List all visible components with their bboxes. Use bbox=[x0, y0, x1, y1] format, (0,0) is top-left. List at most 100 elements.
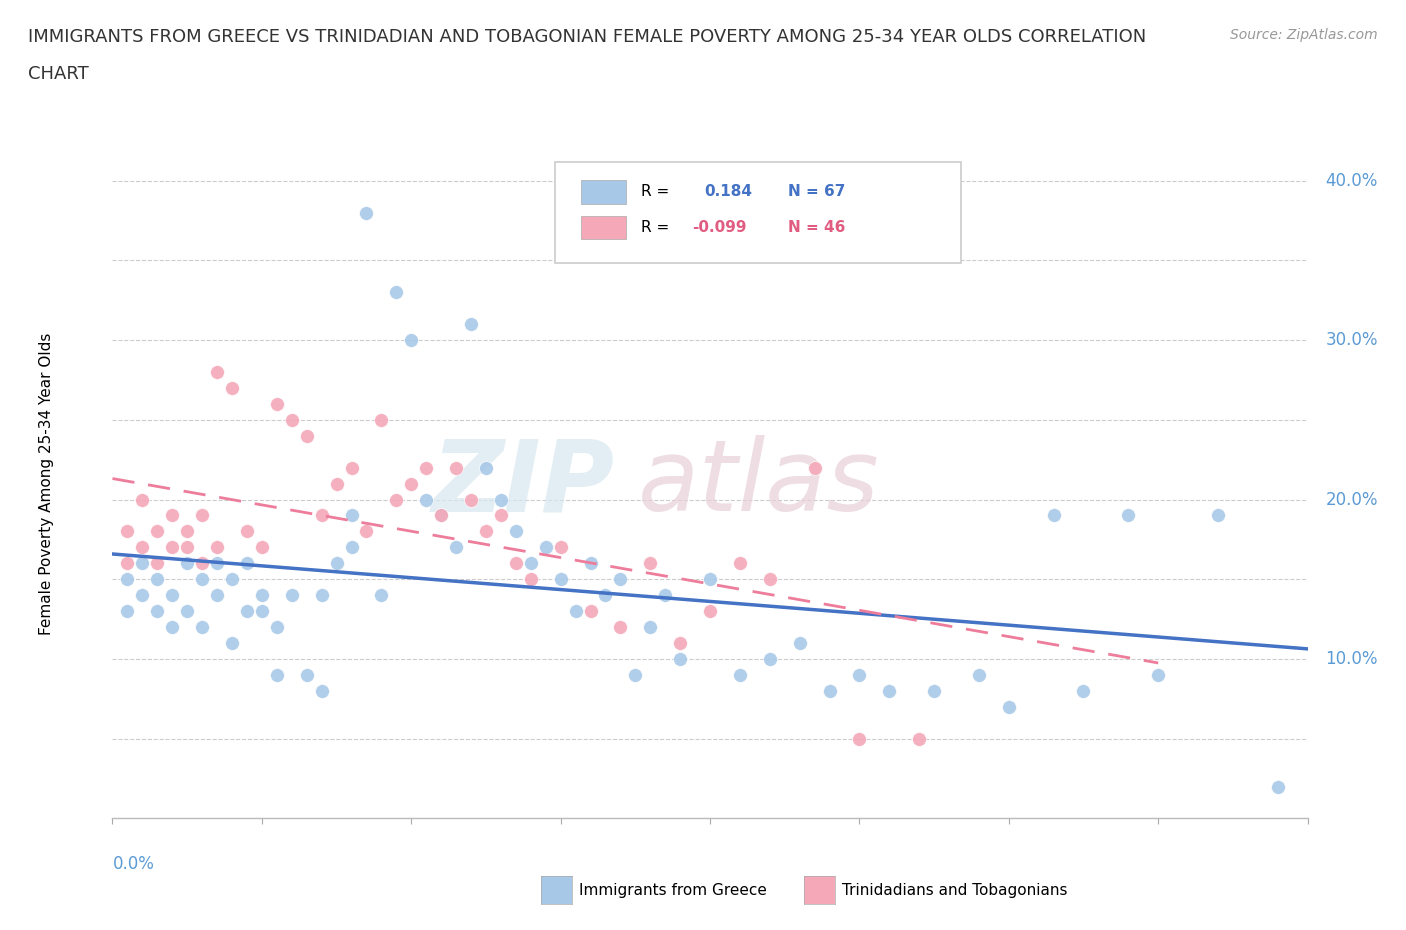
Point bbox=[340, 460, 363, 475]
Text: 10.0%: 10.0% bbox=[1326, 650, 1378, 668]
Point bbox=[340, 540, 363, 555]
Point bbox=[803, 460, 825, 475]
FancyBboxPatch shape bbox=[581, 216, 627, 239]
Point bbox=[460, 317, 482, 332]
Point bbox=[579, 604, 602, 618]
Point bbox=[250, 540, 273, 555]
FancyBboxPatch shape bbox=[554, 162, 962, 262]
Text: IMMIGRANTS FROM GREECE VS TRINIDADIAN AND TOBAGONIAN FEMALE POVERTY AMONG 25-34 : IMMIGRANTS FROM GREECE VS TRINIDADIAN AN… bbox=[28, 28, 1146, 46]
Point bbox=[162, 588, 183, 603]
Point bbox=[520, 556, 543, 571]
Text: 30.0%: 30.0% bbox=[1326, 331, 1378, 349]
Point bbox=[205, 556, 228, 571]
Point bbox=[922, 684, 945, 698]
Point bbox=[117, 556, 139, 571]
Point bbox=[401, 476, 423, 491]
Point bbox=[654, 588, 676, 603]
Text: N = 67: N = 67 bbox=[787, 184, 845, 199]
Text: Source: ZipAtlas.com: Source: ZipAtlas.com bbox=[1230, 28, 1378, 42]
Point bbox=[460, 492, 482, 507]
Point bbox=[250, 604, 273, 618]
Point bbox=[699, 572, 721, 587]
Point bbox=[489, 492, 512, 507]
Point bbox=[281, 412, 304, 427]
Point bbox=[146, 524, 169, 538]
Text: Female Poverty Among 25-34 Year Olds: Female Poverty Among 25-34 Year Olds bbox=[39, 332, 55, 635]
Point bbox=[162, 508, 183, 523]
Point bbox=[176, 540, 198, 555]
Text: ZIP: ZIP bbox=[432, 435, 614, 532]
Point bbox=[250, 588, 273, 603]
Text: Immigrants from Greece: Immigrants from Greece bbox=[579, 883, 768, 897]
Point bbox=[117, 572, 139, 587]
Point bbox=[475, 524, 498, 538]
Point bbox=[789, 635, 811, 650]
Point bbox=[205, 588, 228, 603]
Point bbox=[415, 460, 437, 475]
Point bbox=[520, 572, 543, 587]
Point bbox=[356, 524, 378, 538]
Point bbox=[415, 492, 437, 507]
Point bbox=[818, 684, 841, 698]
Point bbox=[505, 556, 527, 571]
Point bbox=[728, 556, 751, 571]
Point bbox=[191, 619, 214, 634]
Point bbox=[430, 508, 453, 523]
Point bbox=[444, 460, 467, 475]
Point bbox=[266, 668, 288, 683]
Text: 0.184: 0.184 bbox=[704, 184, 752, 199]
Text: 20.0%: 20.0% bbox=[1326, 490, 1378, 509]
Point bbox=[176, 604, 198, 618]
Text: Trinidadians and Tobagonians: Trinidadians and Tobagonians bbox=[842, 883, 1067, 897]
Text: 0.0%: 0.0% bbox=[112, 856, 155, 873]
Point bbox=[146, 572, 169, 587]
Point bbox=[340, 508, 363, 523]
Point bbox=[1073, 684, 1095, 698]
Text: -0.099: -0.099 bbox=[692, 219, 747, 234]
Point bbox=[967, 668, 990, 683]
Point bbox=[191, 508, 214, 523]
Point bbox=[176, 556, 198, 571]
Point bbox=[221, 635, 243, 650]
Point bbox=[534, 540, 557, 555]
Point bbox=[221, 572, 243, 587]
Point bbox=[117, 604, 139, 618]
Point bbox=[191, 572, 214, 587]
Point bbox=[191, 556, 214, 571]
Text: CHART: CHART bbox=[28, 65, 89, 83]
Point bbox=[295, 429, 318, 444]
Point bbox=[1267, 779, 1289, 794]
Point bbox=[385, 492, 408, 507]
Point bbox=[430, 508, 453, 523]
Point bbox=[699, 604, 721, 618]
Point bbox=[640, 619, 662, 634]
Point bbox=[311, 684, 333, 698]
FancyBboxPatch shape bbox=[581, 180, 627, 204]
Point bbox=[221, 380, 243, 395]
Point bbox=[1147, 668, 1170, 683]
Point bbox=[444, 540, 467, 555]
Point bbox=[162, 619, 183, 634]
Point bbox=[669, 635, 692, 650]
Point bbox=[848, 668, 870, 683]
Point bbox=[131, 556, 153, 571]
Point bbox=[205, 365, 228, 379]
Point bbox=[266, 619, 288, 634]
Point bbox=[848, 731, 870, 746]
Point bbox=[325, 556, 347, 571]
Point bbox=[550, 572, 572, 587]
Point bbox=[401, 333, 423, 348]
Point bbox=[489, 508, 512, 523]
Text: atlas: atlas bbox=[638, 435, 880, 532]
Point bbox=[162, 540, 183, 555]
Point bbox=[998, 699, 1021, 714]
Point bbox=[1118, 508, 1140, 523]
Point bbox=[146, 556, 169, 571]
Point bbox=[669, 652, 692, 667]
Point bbox=[728, 668, 751, 683]
Point bbox=[385, 285, 408, 299]
Point bbox=[146, 604, 169, 618]
Point bbox=[176, 524, 198, 538]
Point bbox=[908, 731, 931, 746]
Point bbox=[759, 652, 782, 667]
